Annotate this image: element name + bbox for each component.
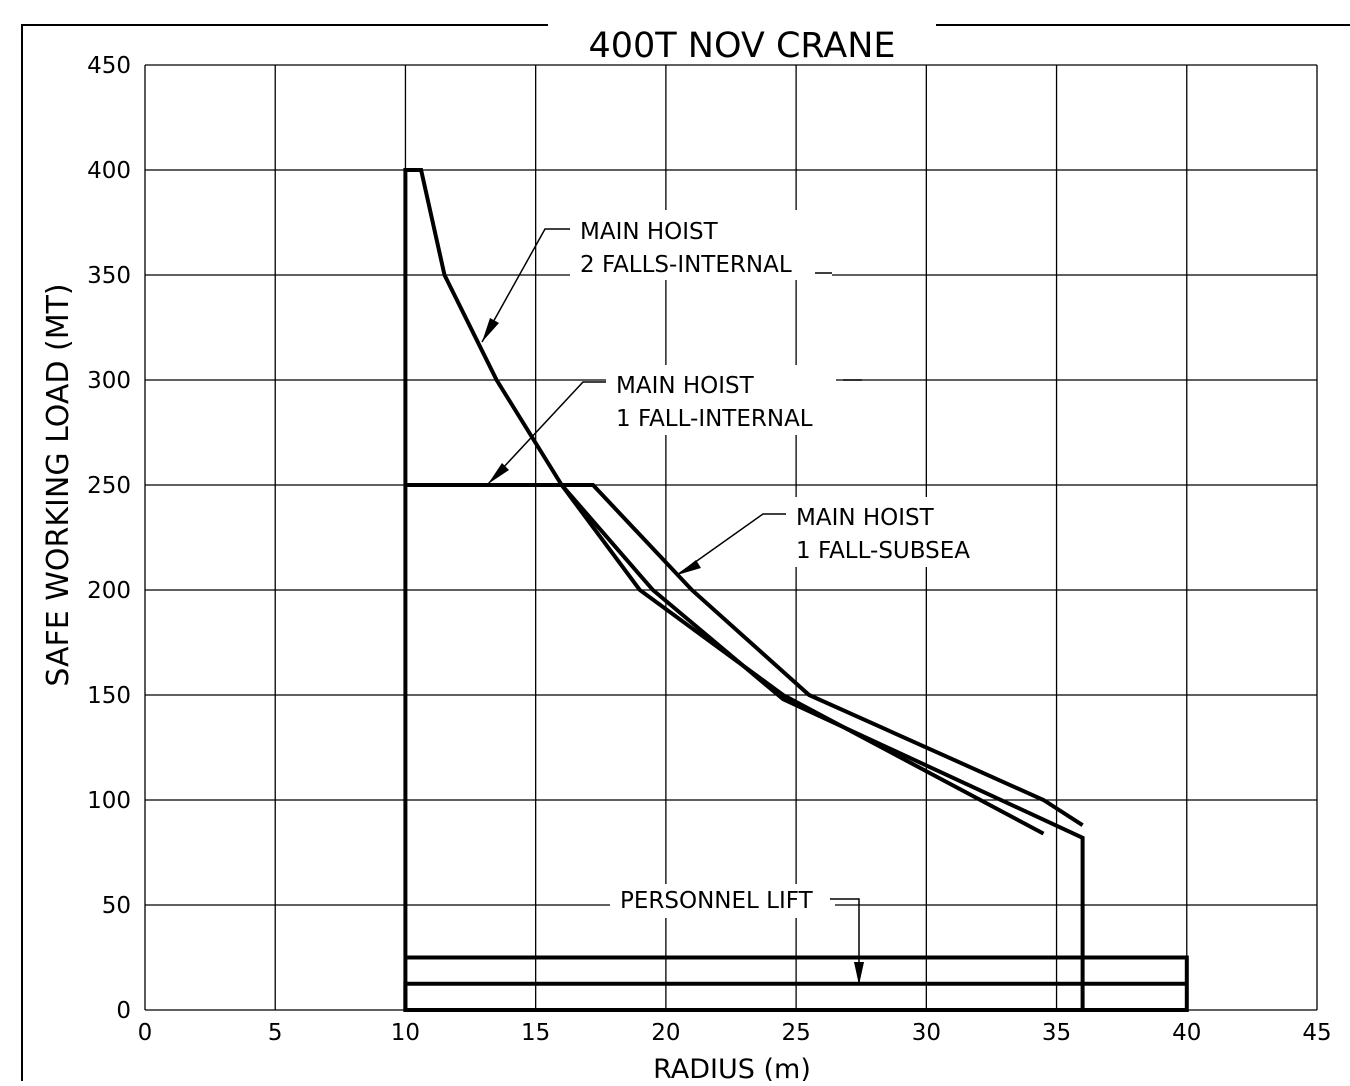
annotation-text: 2 FALLS-INTERNAL	[580, 252, 792, 278]
y-tick-label: 150	[87, 683, 131, 709]
series	[403, 168, 1189, 1012]
y-axis-label: SAFE WORKING LOAD (MT)	[41, 283, 76, 686]
annotation-text: 1 FALL-INTERNAL	[616, 406, 813, 432]
x-tick-label: 35	[1042, 1020, 1071, 1046]
y-tick-label: 0	[116, 998, 131, 1024]
y-tick-label: 50	[102, 893, 131, 919]
annotation-text: 1 FALL-SUBSEA	[796, 538, 970, 564]
annotation-text: PERSONNEL LIFT	[620, 888, 814, 914]
annotation-text: MAIN HOIST	[616, 373, 755, 399]
x-tick-label: 5	[268, 1020, 283, 1046]
x-tick-label: 15	[521, 1020, 550, 1046]
annotation-personnel-lift: PERSONNEL LIFT	[610, 884, 864, 985]
annotation-text: MAIN HOIST	[580, 219, 719, 245]
annotation-text: MAIN HOIST	[796, 505, 935, 531]
x-axis-label: RADIUS (m)	[653, 1054, 811, 1081]
y-tick-label: 400	[87, 158, 131, 184]
y-tick-label: 250	[87, 473, 131, 499]
y-tick-label: 350	[87, 263, 131, 289]
x-tick-label: 0	[138, 1020, 153, 1046]
annotation-1-fall-internal: MAIN HOIST 1 FALL-INTERNAL	[487, 365, 862, 485]
y-tick-label: 300	[87, 368, 131, 394]
x-tick-label: 20	[651, 1020, 680, 1046]
y-tick-label: 100	[87, 788, 131, 814]
annotation-1-fall-subsea: MAIN HOIST 1 FALL-SUBSEA	[676, 497, 1006, 576]
chart-title: 400T NOV CRANE	[588, 26, 895, 66]
y-tick-label: 450	[87, 53, 131, 79]
x-tick-label: 45	[1302, 1020, 1331, 1046]
series-line-main-hoist-1-fall-internal	[405, 483, 1085, 1010]
x-tick-label: 10	[391, 1020, 420, 1046]
tick-labels: 0 5 10 15 20 25 30 35 40 450501001502002503003504…	[87, 53, 1332, 1046]
series-line-main-hoist-1-fall-subsea	[561, 483, 1084, 827]
x-tick-label: 40	[1172, 1020, 1201, 1046]
y-tick-label: 200	[87, 578, 131, 604]
x-tick-label: 30	[912, 1020, 941, 1046]
series-line-personnel-lift	[403, 955, 1189, 1012]
x-tick-label: 25	[781, 1020, 810, 1046]
annotation-2-falls-internal: MAIN HOIST 2 FALLS-INTERNAL	[481, 210, 832, 343]
